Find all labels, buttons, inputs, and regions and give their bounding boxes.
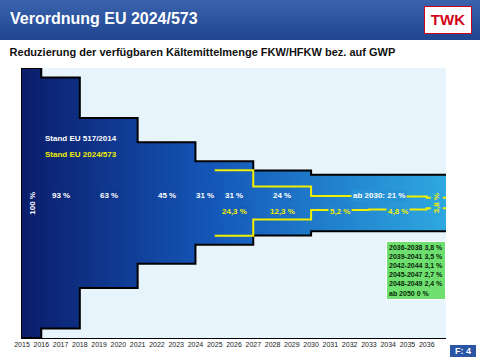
svg-text:2022: 2022 (149, 341, 165, 348)
html-text:Verordnung EU 2024/573: Verordnung EU 2024/573 (10, 10, 198, 27)
svg-text:ab 2030: 21 %: ab 2030: 21 % (353, 191, 405, 200)
svg-text:3,8 %: 3,8 % (432, 193, 441, 213)
svg-text:2018: 2018 (72, 341, 88, 348)
svg-text:31 %: 31 % (225, 191, 243, 200)
svg-text:2035: 2035 (400, 341, 416, 348)
svg-text:2026: 2026 (226, 341, 242, 348)
svg-text:63 %: 63 % (100, 191, 118, 200)
svg-text:2015: 2015 (14, 341, 30, 348)
svg-text:24 %: 24 % (273, 191, 291, 200)
svg-text:2019: 2019 (91, 341, 107, 348)
svg-text:2031: 2031 (323, 341, 339, 348)
html-text:F: 4: F: 4 (455, 346, 471, 356)
svg-text:4,8 %: 4,8 % (388, 207, 408, 216)
svg-text:12,3 %: 12,3 % (270, 207, 295, 216)
svg-text:2036-2038 3,8 %2039-2041 3,5 %: 2036-2038 3,8 %2039-2041 3,5 %2042-2044 … (389, 244, 443, 297)
svg-text:45 %: 45 % (158, 191, 176, 200)
svg-text:2030: 2030 (303, 341, 319, 348)
svg-text:2033: 2033 (361, 341, 377, 348)
svg-text:2023: 2023 (168, 341, 184, 348)
svg-text:31 %: 31 % (196, 191, 214, 200)
svg-text:2021: 2021 (130, 341, 146, 348)
svg-text:2036: 2036 (419, 341, 435, 348)
svg-text:2024: 2024 (188, 341, 204, 348)
svg-text:2017: 2017 (53, 341, 69, 348)
svg-text:2025: 2025 (207, 341, 223, 348)
svg-text:Reduzierung der verfügbaren Kä: Reduzierung der verfügbaren Kältemittelm… (10, 46, 396, 58)
html-text:TWK: TWK (430, 11, 465, 28)
svg-text:2034: 2034 (380, 341, 396, 348)
svg-text:93 %: 93 % (52, 191, 70, 200)
svg-text:Stand EU 2024/573: Stand EU 2024/573 (45, 150, 117, 159)
svg-text:Stand EU 517/2014: Stand EU 517/2014 (45, 134, 117, 143)
svg-text:24,3 %: 24,3 % (222, 207, 247, 216)
svg-text:2027: 2027 (245, 341, 261, 348)
svg-text:100 %: 100 % (28, 192, 37, 215)
svg-text:2020: 2020 (111, 341, 127, 348)
svg-text:2032: 2032 (342, 341, 358, 348)
svg-text:2028: 2028 (265, 341, 281, 348)
svg-text:2029: 2029 (284, 341, 300, 348)
svg-text:2016: 2016 (33, 341, 49, 348)
svg-text:5,2 %: 5,2 % (330, 207, 350, 216)
